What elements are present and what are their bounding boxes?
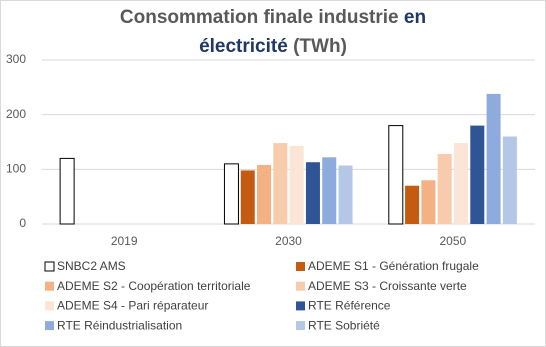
legend-label: SNBC2 AMS [57,259,126,273]
bar [437,154,452,224]
bar [322,157,337,224]
legend-label: ADEME S3 - Croissante verte [308,279,467,293]
x-tick-label: 2030 [275,234,302,248]
legend-marker [296,301,305,311]
bar [338,165,353,224]
x-tick-label: 2019 [111,234,138,248]
title-part: (TWh) [293,36,347,57]
legend-label: RTE Réindustrialisation [57,318,182,332]
legend-marker [45,281,54,291]
chart-title: électricité (TWh) [199,36,347,57]
legend-label: ADEME S2 - Coopération territoriale [57,279,251,293]
bar [289,145,304,224]
bar [273,143,288,224]
legend-marker [45,301,54,311]
bar [486,93,501,224]
bar [257,164,272,224]
y-tick-label: 200 [6,107,26,121]
legend-marker [296,262,305,271]
legend-label: RTE Référence [308,299,391,313]
y-tick-label: 100 [6,162,26,176]
title-part: électricité [199,36,288,57]
bar [453,143,468,224]
bar [470,125,485,224]
y-tick-label: 300 [6,52,26,66]
bar [421,180,436,224]
bar [240,170,255,224]
bar [502,136,517,224]
legend-label: ADEME S4 - Pari réparateur [57,299,208,313]
bar [59,157,75,225]
title-part: en [404,7,426,28]
legend-marker [296,281,305,291]
legend-marker [296,321,305,331]
bar [305,162,320,224]
x-tick-label: 2050 [439,234,466,248]
bar [405,185,420,224]
legend-marker [44,261,55,272]
y-tick-label: 0 [19,216,26,230]
bar [223,163,239,225]
bar [388,125,404,225]
legend-marker [45,321,54,331]
title-part: Consommation finale industrie [120,7,399,28]
chart-title: Consommation finale industrie en [120,7,426,28]
legend-label: RTE Sobriété [308,318,380,332]
legend-label: ADEME S1 - Génération frugale [308,259,479,273]
